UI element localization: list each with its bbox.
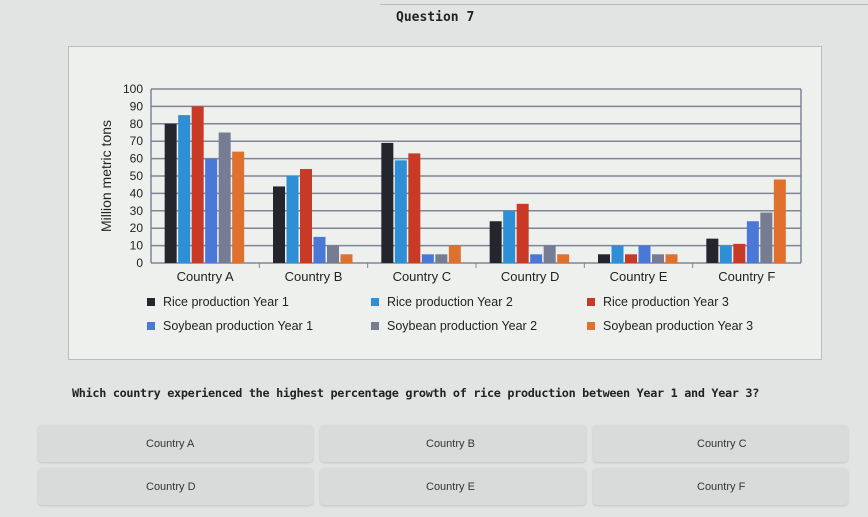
- legend-item: Rice production Year 3: [587, 295, 729, 309]
- bar: [719, 245, 732, 263]
- bar: [421, 254, 434, 263]
- legend-item: Rice production Year 2: [371, 295, 513, 309]
- y-tick-label: 60: [130, 152, 144, 166]
- legend-label: Soybean production Year 1: [163, 319, 314, 333]
- bar: [489, 221, 502, 263]
- bar: [448, 245, 461, 263]
- y-tick-label: 30: [130, 204, 144, 218]
- bar: [205, 158, 218, 263]
- x-tick-label: Country F: [718, 269, 775, 284]
- x-tick-label: Country C: [393, 269, 452, 284]
- legend-item: Soybean production Year 2: [371, 319, 537, 333]
- bar: [665, 254, 678, 263]
- y-tick-label: 0: [136, 256, 143, 270]
- bar: [218, 132, 231, 263]
- bar: [598, 254, 610, 263]
- bar: [191, 106, 204, 264]
- y-axis-label: Million metric tons: [98, 120, 114, 232]
- x-tick-label: Country B: [285, 269, 343, 284]
- legend-swatch: [587, 322, 595, 330]
- legend-label: Rice production Year 3: [603, 295, 729, 309]
- bar: [286, 176, 299, 263]
- answer-option[interactable]: Country C: [593, 425, 848, 462]
- question-text: Which country experienced the highest pe…: [72, 386, 760, 400]
- chart-container: 0 10 20 30 40 50 60 70 80 90 100 Million metric ton…: [68, 46, 822, 360]
- bar: [638, 245, 651, 263]
- bar: [773, 179, 786, 263]
- bar-chart: 0 10 20 30 40 50 60 70 80 90 100 Million metric ton…: [98, 82, 802, 284]
- bar: [327, 245, 339, 263]
- bar: [503, 210, 516, 263]
- bar: [435, 254, 448, 263]
- bar: [381, 142, 394, 263]
- question-number: Question 7: [396, 10, 475, 25]
- bar: [746, 221, 759, 263]
- legend-swatch: [147, 298, 155, 306]
- y-tick-label: 80: [130, 117, 144, 131]
- bar: [706, 238, 719, 263]
- legend-label: Soybean production Year 3: [603, 319, 754, 333]
- x-tick-label: Country E: [610, 269, 668, 284]
- y-tick-label: 40: [130, 186, 144, 200]
- bar: [760, 212, 773, 263]
- bar: [611, 245, 624, 263]
- bar: [625, 254, 637, 263]
- answer-option[interactable]: Country D: [38, 468, 313, 505]
- legend-swatch: [371, 322, 379, 330]
- legend-label: Soybean production Year 2: [387, 319, 538, 333]
- bar: [232, 151, 245, 263]
- bar: [300, 169, 312, 263]
- divider: [380, 4, 868, 5]
- y-tick-label: 10: [130, 239, 144, 253]
- x-tick-label: Country D: [501, 269, 560, 284]
- bar: [340, 254, 353, 263]
- bar: [178, 115, 191, 263]
- bar: [733, 243, 746, 263]
- legend-item: Soybean production Year 3: [587, 319, 753, 333]
- y-tick-label: 70: [130, 134, 144, 148]
- bar: [164, 123, 177, 263]
- legend-swatch: [587, 298, 595, 306]
- answer-option[interactable]: Country A: [38, 425, 313, 462]
- legend-swatch: [371, 298, 379, 306]
- bar: [313, 236, 326, 263]
- bar: [516, 203, 529, 263]
- answer-option[interactable]: Country F: [593, 468, 848, 505]
- legend-label: Rice production Year 2: [387, 295, 513, 309]
- y-tick-label: 50: [130, 169, 144, 183]
- legend-swatch: [147, 322, 155, 330]
- y-tick-label: 100: [123, 82, 143, 96]
- legend-item: Rice production Year 1: [147, 295, 289, 309]
- y-tick-label: 20: [130, 221, 144, 235]
- bar: [408, 153, 421, 263]
- x-tick-label: Country A: [177, 269, 234, 284]
- answer-option[interactable]: Country B: [320, 425, 586, 462]
- y-tick-label: 90: [130, 99, 144, 113]
- legend-label: Rice production Year 1: [163, 295, 289, 309]
- bar: [530, 254, 543, 263]
- bar: [652, 254, 664, 263]
- legend-item: Soybean production Year 1: [147, 319, 313, 333]
- bar: [394, 160, 407, 263]
- bar: [543, 245, 556, 263]
- bar: [557, 254, 570, 263]
- answer-option[interactable]: Country E: [320, 468, 586, 505]
- bar: [273, 186, 285, 263]
